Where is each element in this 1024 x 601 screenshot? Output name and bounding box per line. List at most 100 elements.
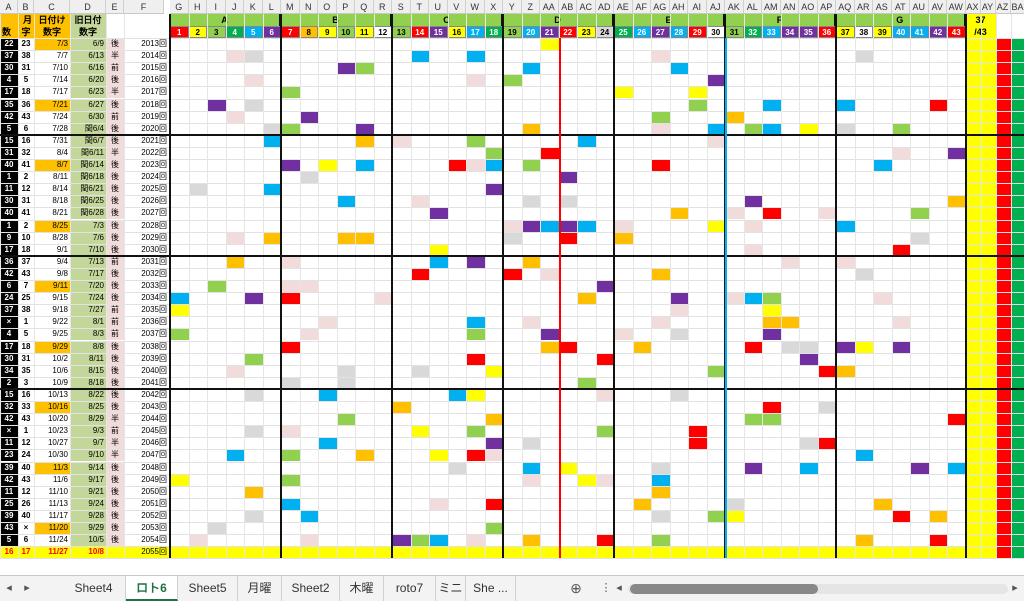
- tab-3[interactable]: 月曜: [238, 576, 282, 601]
- grid-fill[interactable]: [503, 74, 522, 87]
- grid-fill[interactable]: [891, 122, 910, 135]
- grid-fill[interactable]: [836, 219, 855, 232]
- grid-fill[interactable]: [558, 171, 577, 184]
- grid-fill[interactable]: [595, 425, 614, 438]
- column-header[interactable]: Y: [503, 0, 522, 14]
- grid-fill[interactable]: [577, 376, 596, 389]
- grid-fill[interactable]: [521, 316, 540, 329]
- grid-fill[interactable]: [521, 62, 540, 75]
- column-header[interactable]: M: [281, 0, 300, 14]
- grid-fill[interactable]: [799, 122, 818, 135]
- grid-fill[interactable]: [669, 207, 688, 220]
- grid-fill[interactable]: [651, 122, 670, 135]
- grid-fill[interactable]: [706, 74, 725, 87]
- column-header[interactable]: AJ: [706, 0, 725, 14]
- grid-fill[interactable]: [854, 267, 873, 280]
- tab-4[interactable]: Sheet2: [282, 576, 340, 601]
- grid-fill[interactable]: [725, 509, 744, 522]
- grid-fill[interactable]: [336, 413, 355, 426]
- grid-fill[interactable]: [262, 134, 281, 147]
- grid-fill[interactable]: [466, 74, 485, 87]
- grid-fill[interactable]: [873, 292, 892, 305]
- grid-fill[interactable]: [558, 219, 577, 232]
- column-header[interactable]: AU: [910, 0, 929, 14]
- grid-fill[interactable]: [817, 401, 836, 414]
- grid-fill[interactable]: [225, 110, 244, 123]
- grid-fill[interactable]: [244, 485, 263, 498]
- grid-fill[interactable]: [429, 534, 448, 547]
- column-header[interactable]: AZ: [995, 0, 1011, 14]
- grid-fill[interactable]: [466, 134, 485, 147]
- grid-fill[interactable]: [392, 134, 411, 147]
- grid-fill[interactable]: [484, 364, 503, 377]
- grid-fill[interactable]: [336, 231, 355, 244]
- grid-fill[interactable]: [595, 534, 614, 547]
- grid-fill[interactable]: [244, 425, 263, 438]
- grid-fill[interactable]: [299, 328, 318, 341]
- grid-fill[interactable]: [466, 159, 485, 172]
- grid-fill[interactable]: [336, 62, 355, 75]
- grid-fill[interactable]: [262, 231, 281, 244]
- spreadsheet-grid[interactable]: A B C D E F G H I J K L M N O P Q R S T U V W X Y Z AA AB AC AD AE AF AG…: [0, 0, 1024, 575]
- tab-scroll-right-icon[interactable]: ▸: [24, 582, 30, 594]
- grid-fill[interactable]: [521, 473, 540, 486]
- grid-fill[interactable]: [762, 207, 781, 220]
- column-header[interactable]: E: [106, 0, 124, 14]
- grid-fill[interactable]: [281, 292, 300, 305]
- grid-fill[interactable]: [762, 316, 781, 329]
- grid-fill[interactable]: [281, 340, 300, 353]
- grid-fill[interactable]: [632, 497, 651, 510]
- grid-fill[interactable]: [484, 183, 503, 196]
- grid-fill[interactable]: [373, 292, 392, 305]
- grid-fill[interactable]: [725, 497, 744, 510]
- grid-fill[interactable]: [817, 207, 836, 220]
- grid-fill[interactable]: [891, 509, 910, 522]
- grid-fill[interactable]: [947, 413, 966, 426]
- tab-5[interactable]: 木曜: [340, 576, 384, 601]
- column-header[interactable]: AV: [928, 0, 947, 14]
- grid-fill[interactable]: [355, 62, 374, 75]
- grid-fill[interactable]: [225, 449, 244, 462]
- column-header[interactable]: W: [466, 0, 485, 14]
- tab-1[interactable]: ロト6: [126, 576, 178, 601]
- column-header[interactable]: X: [484, 0, 503, 14]
- grid-fill[interactable]: [336, 376, 355, 389]
- column-header[interactable]: AB: [558, 0, 577, 14]
- tab-8[interactable]: She ...: [466, 576, 516, 601]
- column-header[interactable]: T: [410, 0, 429, 14]
- grid-fill[interactable]: [762, 292, 781, 305]
- grid-fill[interactable]: [614, 231, 633, 244]
- grid-fill[interactable]: [484, 159, 503, 172]
- grid-fill[interactable]: [429, 255, 448, 268]
- grid-fill[interactable]: [244, 509, 263, 522]
- column-header[interactable]: I: [207, 0, 226, 14]
- grid-fill[interactable]: [928, 534, 947, 547]
- grid-fill[interactable]: [891, 146, 910, 159]
- grid-fill[interactable]: [651, 461, 670, 474]
- grid-fill[interactable]: [743, 243, 762, 256]
- grid-fill[interactable]: [466, 534, 485, 547]
- column-header[interactable]: P: [336, 0, 355, 14]
- grid-fill[interactable]: [540, 267, 559, 280]
- grid-fill[interactable]: [762, 98, 781, 111]
- grid-fill[interactable]: [836, 364, 855, 377]
- grid-fill[interactable]: [410, 364, 429, 377]
- grid-fill[interactable]: [762, 122, 781, 135]
- grid-fill[interactable]: [225, 364, 244, 377]
- grid-fill[interactable]: [762, 304, 781, 317]
- grid-fill[interactable]: [706, 134, 725, 147]
- grid-fill[interactable]: [669, 388, 688, 401]
- column-header[interactable]: AR: [854, 0, 873, 14]
- column-header[interactable]: AF: [632, 0, 651, 14]
- grid-fill[interactable]: [873, 497, 892, 510]
- column-header[interactable]: BA: [1010, 0, 1024, 14]
- grid-fill[interactable]: [503, 219, 522, 232]
- grid-fill[interactable]: [706, 122, 725, 135]
- grid-fill[interactable]: [466, 328, 485, 341]
- grid-fill[interactable]: [447, 461, 466, 474]
- grid-fill[interactable]: [170, 292, 189, 305]
- grid-fill[interactable]: [558, 340, 577, 353]
- column-header[interactable]: L: [262, 0, 281, 14]
- grid-fill[interactable]: [910, 461, 929, 474]
- grid-fill[interactable]: [466, 352, 485, 365]
